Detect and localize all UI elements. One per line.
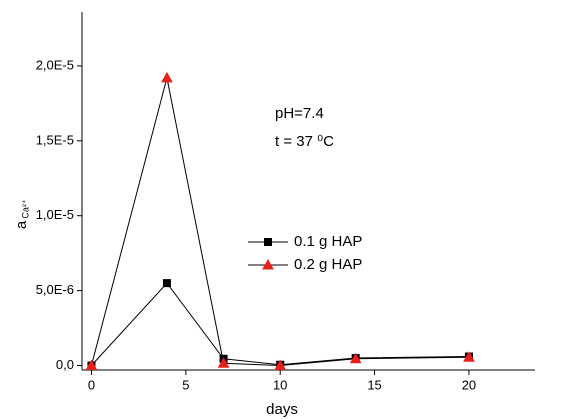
- x-tick-label: 0: [88, 377, 95, 392]
- data-point: [161, 71, 173, 83]
- y-tick-label: 2,0E-5: [36, 57, 74, 72]
- legend-marker: [262, 258, 274, 270]
- data-point: [162, 279, 171, 288]
- legend-marker: [264, 238, 272, 246]
- y-tick-label: 1,0E-5: [36, 207, 74, 222]
- annotation: pH=7.4: [275, 105, 324, 122]
- x-tick-label: 20: [462, 377, 476, 392]
- data-point: [274, 359, 287, 371]
- legend-label: 0.2 g HAP: [294, 256, 362, 273]
- x-tick-label: 5: [182, 377, 189, 392]
- data-point: [349, 352, 362, 364]
- y-tick-label: 0,0: [56, 357, 74, 372]
- x-tick-label: 10: [273, 377, 287, 392]
- y-tick-label: 5,0E-6: [36, 282, 74, 297]
- x-axis-label: days: [266, 401, 298, 418]
- y-tick-label: 1,5E-5: [36, 132, 74, 147]
- data-point: [217, 357, 230, 368]
- data-point: [463, 351, 475, 362]
- series-line: [91, 282, 469, 366]
- y-axis-label: a: [13, 220, 30, 229]
- y-axis-label-subscript: Ca²⁺: [20, 199, 30, 219]
- series-line: [90, 77, 469, 367]
- y-axis-label-group: a Ca²⁺: [13, 199, 30, 229]
- legend-label: 0.1 g HAP: [294, 233, 362, 250]
- data-point: [85, 359, 98, 371]
- annotation: t = 37 ⁰C: [275, 133, 334, 150]
- x-tick-label: 15: [367, 377, 381, 392]
